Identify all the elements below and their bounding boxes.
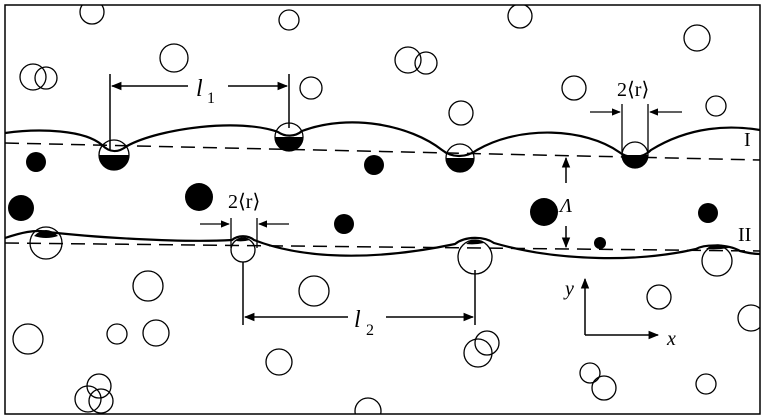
open-particle [696,374,716,394]
line-II-label: II [738,224,751,246]
open-particle [20,64,46,90]
l1-subscript: 1 [207,90,215,107]
open-particle [395,47,421,73]
line-spacing-lambda: Λ [558,158,572,247]
solid-particle [698,203,718,223]
open-particles [13,0,764,420]
open-particle [13,324,43,354]
figure-frame [5,5,760,414]
solid-particle [364,155,384,175]
open-particle [580,363,600,383]
x-axis-label: x [666,328,676,350]
open-particle [160,44,188,72]
open-particle [143,320,169,346]
open-particle [415,52,437,74]
l2-label: l [354,307,361,333]
solid-particle [530,198,558,226]
solid-particle [594,237,606,249]
solid-particle [185,183,213,211]
open-particle [266,349,292,375]
diameter-label-top: 2⟨r⟩ [617,79,649,101]
diameter-label-bottom: 2⟨r⟩ [228,191,260,213]
open-particle [684,25,710,51]
open-particle [592,376,616,400]
open-particle [133,271,163,301]
open-particle [107,324,127,344]
open-particle [706,96,726,116]
open-particle [508,4,532,28]
half-filled-particle [99,155,129,170]
open-particle [299,276,329,306]
pinning-particle-open [458,240,492,274]
spacing-l1-dimension: l 1 [110,70,289,150]
open-particle [300,77,322,99]
open-particle [647,285,671,309]
particles-layer [5,0,764,420]
half-filled-particle [466,240,484,245]
l1-label: l [196,76,203,102]
open-particle [449,101,473,125]
open-particle [355,398,381,420]
open-particle [80,0,104,24]
open-particle [464,339,492,367]
line-I-label: I [744,129,751,151]
solid-particle [334,214,354,234]
spacing-l2-dimension: l 2 [243,262,475,339]
solid-particle [8,195,34,221]
lambda-label: Λ [558,195,572,217]
open-particle [279,10,299,30]
l2-subscript: 2 [366,322,374,339]
pinning-particle-open [231,238,255,262]
half-filled-particle [446,158,474,172]
coordinate-axes: y x [563,278,676,350]
solid-particle [26,152,46,172]
y-axis-label: y [563,278,574,300]
open-particle [562,76,586,100]
mean-line-II [5,243,760,251]
